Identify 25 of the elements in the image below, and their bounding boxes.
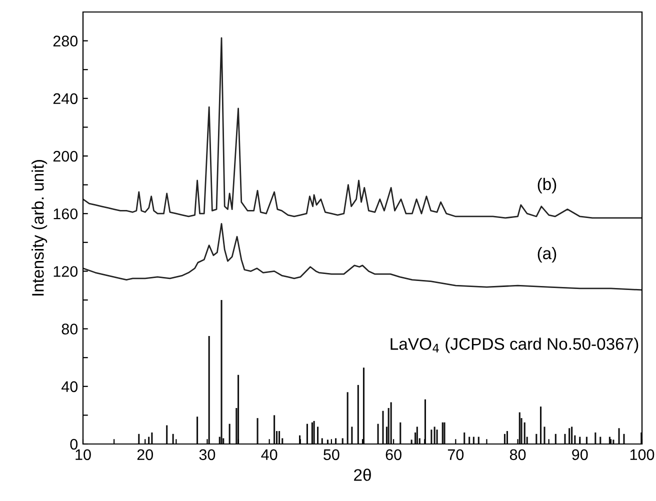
y-tick-label: 80 xyxy=(62,324,78,334)
x-tick-label: 60 xyxy=(386,449,402,460)
y-tick-label: 40 xyxy=(62,381,78,392)
x-tick-label: 80 xyxy=(510,449,526,460)
y-tick-label: 240 xyxy=(53,93,78,104)
x-tick-label: 10 xyxy=(76,449,91,460)
x-tick-label: 100 xyxy=(630,449,654,460)
x-tick-label: 90 xyxy=(572,449,588,460)
annotation: (b) xyxy=(538,178,556,194)
x-tick-label: 30 xyxy=(199,449,216,460)
y-tick-label: 160 xyxy=(54,208,78,220)
y-axis-title: Intensity (arb. unit) xyxy=(32,160,48,296)
x-tick-label: 50 xyxy=(324,449,340,460)
x-tick-label: 20 xyxy=(137,449,154,460)
y-tick-label: 280 xyxy=(53,36,78,46)
y-tick-label: 0 xyxy=(70,438,78,450)
y-tick-label: 120 xyxy=(54,266,78,277)
x-axis-title: 2θ xyxy=(354,468,371,481)
x-tick-label: 70 xyxy=(448,449,464,460)
annotation: (a) xyxy=(538,247,556,263)
y-tick-label: 200 xyxy=(53,150,78,162)
line-series xyxy=(83,222,642,291)
x-tick-label: 40 xyxy=(261,449,278,460)
annotation: LaVO$_{4}$ (JCPDS card No.50-0367) xyxy=(390,338,638,354)
line-series xyxy=(83,37,642,219)
